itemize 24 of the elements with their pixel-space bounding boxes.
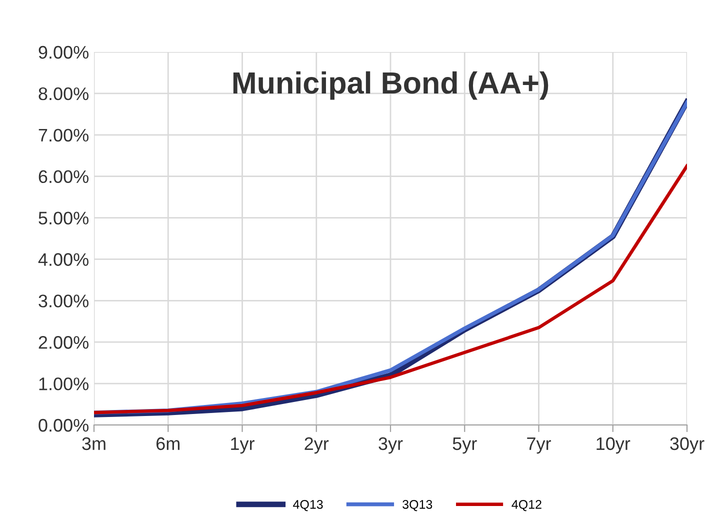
x-tick-label: 3m (82, 437, 106, 450)
x-tick-label: 3yr (378, 437, 403, 454)
x-tick-label: 1yr (231, 437, 254, 454)
y-tick-label: 9.00% (38, 46, 88, 59)
x-tick-label: 6m (156, 437, 180, 450)
x-tick-label: 7yr (527, 437, 551, 454)
legend-label: 4Q13 (293, 500, 323, 512)
x-tick-label: 5yr (452, 437, 477, 454)
legend-label: 3Q13 (402, 500, 432, 512)
x-tick-label: 2yr (304, 437, 329, 454)
x-tick-label: 30yr (670, 437, 704, 454)
y-tick-label: 3.00% (38, 294, 88, 308)
y-tick-label: 5.00% (38, 212, 88, 224)
y-tick-label: 6.00% (38, 170, 88, 184)
y-tick-label: 4.00% (38, 253, 88, 266)
y-tick-label: 1.00% (39, 377, 88, 390)
y-tick-label: 7.00% (38, 128, 88, 142)
text: Municipal Bond (AA+) (233, 71, 548, 100)
legend-label: 4Q12 (512, 500, 542, 512)
line-series (94, 164, 687, 414)
y-tick-label: 8.00% (38, 87, 88, 100)
y-tick-label: 2.00% (38, 336, 88, 349)
y-tick-label: 0.00% (38, 418, 88, 432)
x-tick-label: 10yr (596, 437, 630, 454)
